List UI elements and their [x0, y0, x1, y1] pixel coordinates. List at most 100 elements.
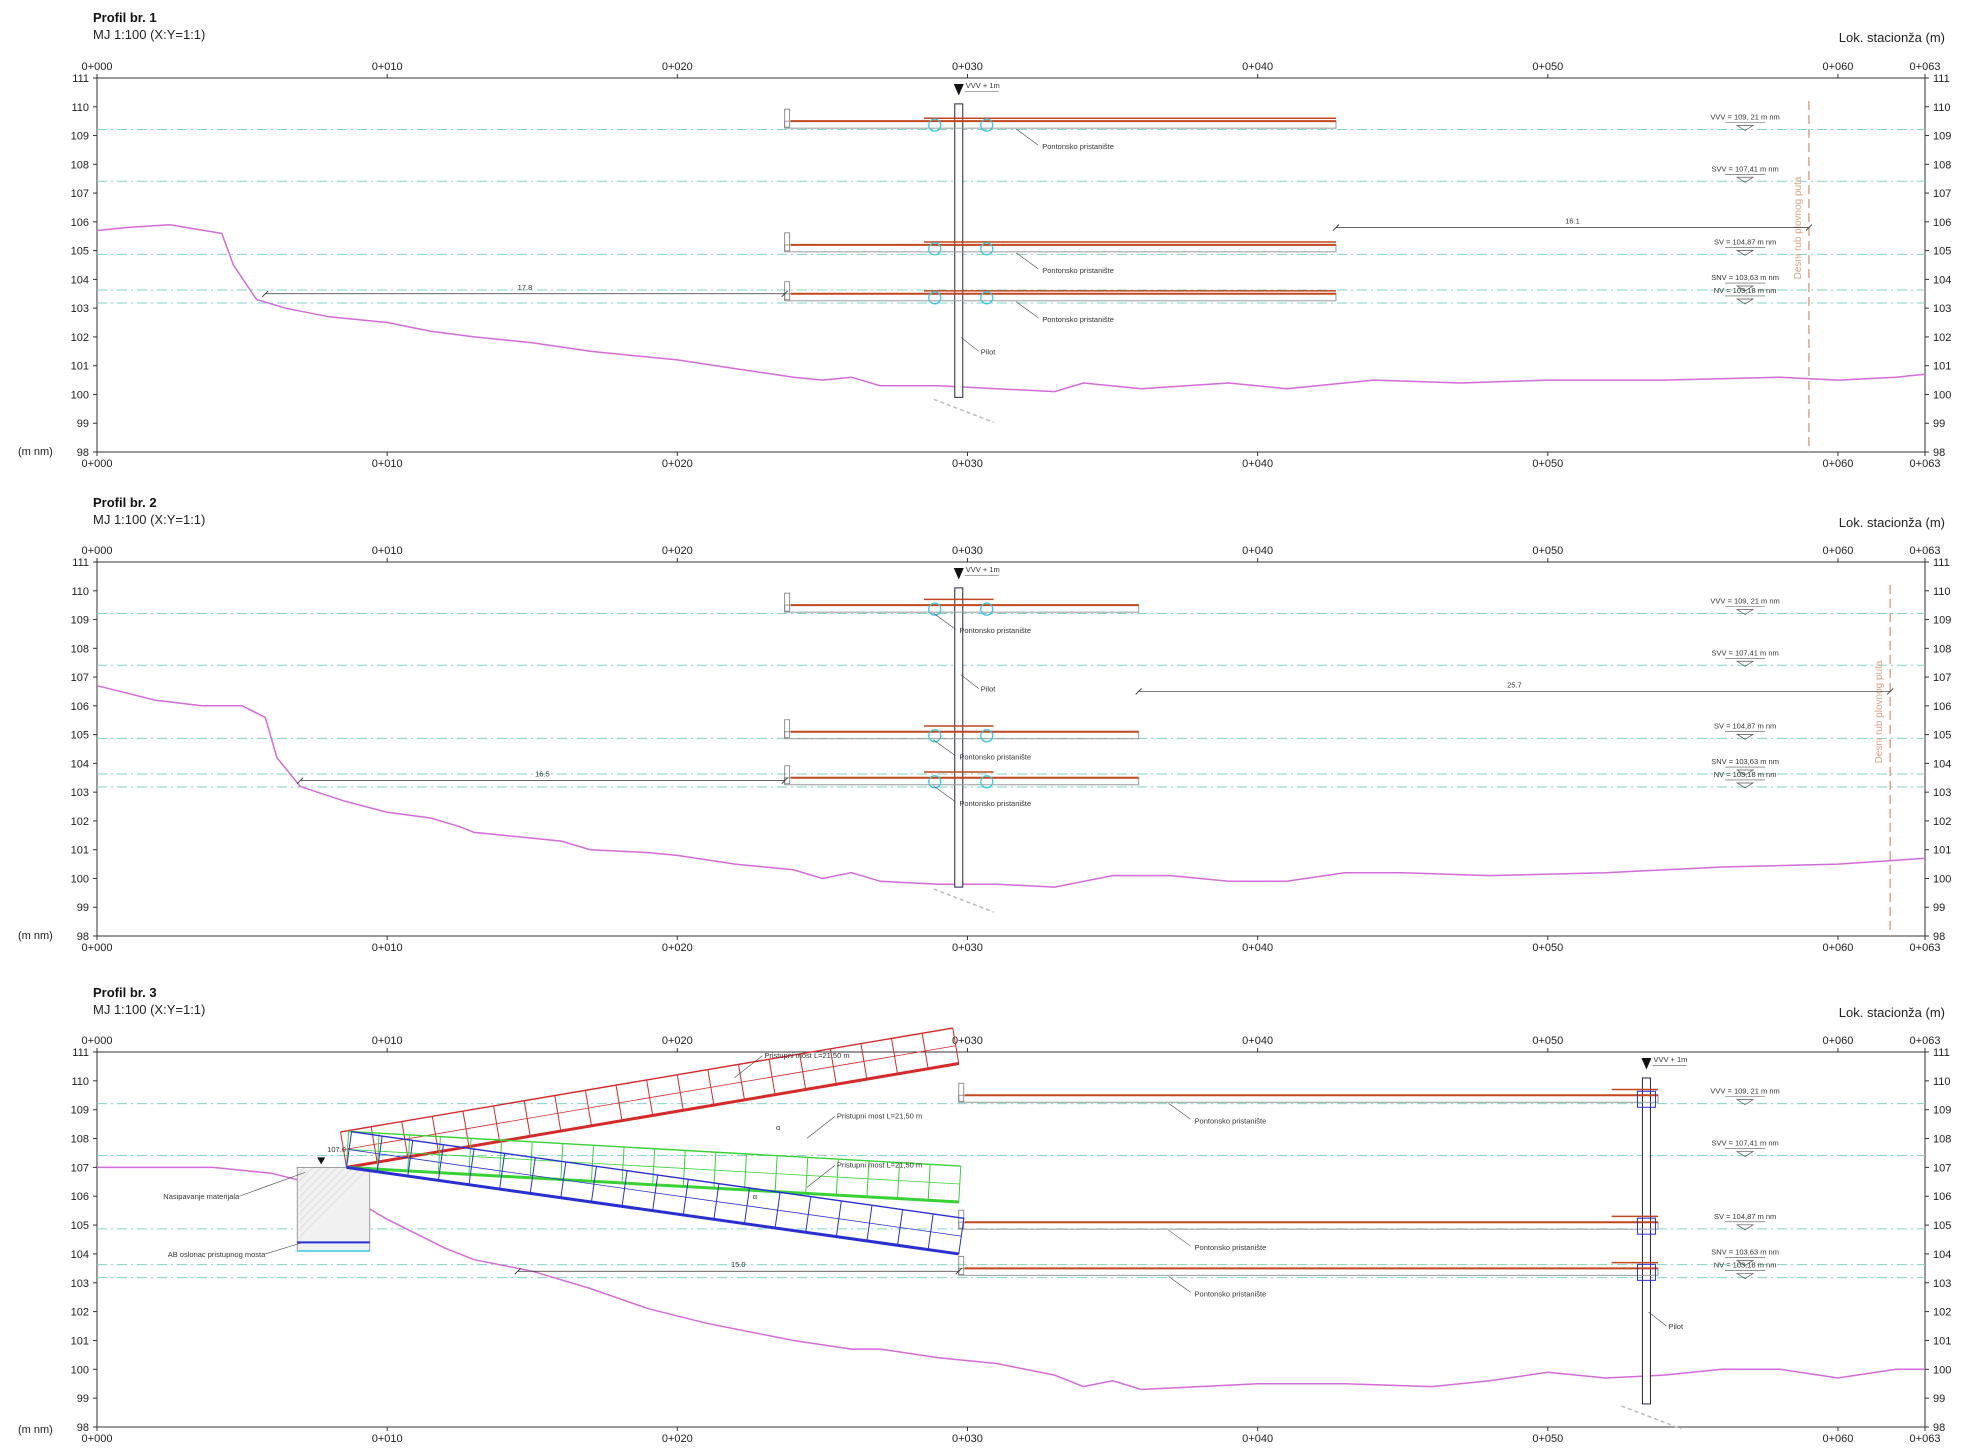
- y-tick-label-left: 99: [77, 418, 89, 430]
- bridge-post: [590, 1166, 597, 1203]
- x-tick-label-bottom: 0+030: [952, 458, 983, 470]
- pontoon-float: [980, 242, 994, 256]
- pile-guide: [1636, 1217, 1656, 1235]
- pontoon-float: [980, 291, 994, 305]
- pile-guide: [1636, 1263, 1656, 1281]
- dimension-tick: [1135, 688, 1142, 695]
- y-tick-label-right: 99: [1933, 902, 1945, 914]
- abutment-level-label: 107.0: [327, 1145, 346, 1154]
- y-tick-label-right: 101: [1933, 845, 1951, 857]
- terrain-line: [96, 684, 1926, 888]
- abutment-hatch: [297, 1167, 338, 1208]
- pontoon-label: Pontonsko pristanište: [1195, 1116, 1267, 1125]
- access-bridge: Pristupni most L=21,50 m: [346, 1130, 962, 1204]
- support-label: AB oslonac pristupnog mosta: [168, 1250, 266, 1259]
- pontoon-leader: [1168, 1276, 1191, 1293]
- y-tick-label-right: 111: [1933, 73, 1950, 85]
- x-tick-label-top: 0+060: [1822, 61, 1853, 73]
- bridge-post: [743, 1153, 748, 1190]
- y-tick-label-left: 98: [77, 447, 89, 459]
- y-tick-label-left: 106: [71, 701, 89, 713]
- water-level-triangle-marker: [1735, 782, 1755, 789]
- x-tick-label-top: 0+050: [1532, 545, 1563, 557]
- water-level-triangle-marker: [1735, 1099, 1755, 1106]
- dimension-tick: [1805, 224, 1813, 231]
- y-tick-label-left: 104: [71, 758, 89, 770]
- abutment-block: [296, 1166, 371, 1252]
- y-tick-label-right: 102: [1933, 816, 1951, 828]
- bridge-post: [652, 1174, 659, 1211]
- dimension-label: 15.0: [731, 1260, 746, 1269]
- x-tick-label-top: 0+040: [1242, 545, 1273, 557]
- bridge-post: [835, 1200, 842, 1237]
- bridge-label: Pristupni most L=21,50 m: [764, 1051, 849, 1060]
- water-level-label: VVV = 109, 21 m nm: [1710, 1087, 1779, 1096]
- profile-2-elev-unit: (m nm): [18, 930, 53, 942]
- pontoon-body: [784, 120, 1337, 129]
- x-tick-label-bottom: 0+060: [1822, 458, 1853, 470]
- pontoon-end-post: [784, 232, 791, 252]
- y-tick-label-left: 103: [71, 1278, 89, 1290]
- pontoon-float: [928, 118, 942, 132]
- pile-top-marker: [953, 568, 964, 580]
- bridge-post: [891, 1038, 899, 1075]
- pile-label: Pilot: [1668, 1322, 1684, 1331]
- terrain-line: [96, 223, 1926, 393]
- x-tick-label-bottom: 0+040: [1242, 458, 1273, 470]
- x-tick-label-top: 0+010: [372, 1035, 403, 1047]
- y-tick-label-left: 105: [71, 730, 89, 742]
- pontoon-label: Pontonsko pristanište: [1042, 315, 1114, 324]
- x-tick-label-bottom: 0+000: [82, 458, 113, 470]
- bridge-post: [523, 1100, 531, 1137]
- water-level-triangle-marker: [1735, 250, 1755, 256]
- bridge-post: [952, 1027, 960, 1064]
- y-tick-label-right: 106: [1933, 701, 1951, 713]
- pile-leader: [1648, 1311, 1667, 1327]
- pontoon-leader: [1168, 1103, 1191, 1120]
- water-level-label: SNV = 103,63 m nm: [1711, 1248, 1779, 1257]
- bridge-deck: [346, 1165, 959, 1204]
- y-tick-label-right: 110: [1933, 586, 1951, 598]
- y-tick-label-left: 99: [77, 1393, 89, 1405]
- pontoon-leader: [933, 612, 956, 630]
- x-tick-label-top: 0+000: [82, 1035, 113, 1047]
- bridge-post: [431, 1116, 439, 1152]
- water-level-label: NV = 103,18 m nm: [1714, 286, 1777, 295]
- profile-3-station-label: Lok. stacionža (m): [1839, 1005, 1945, 1020]
- fairway-edge-label: Desni rub plovnog puta: [1874, 660, 1885, 763]
- profile-1-ticks: 98 98 99 99 100 100 101 101 102 102 103 103 104 104 10…: [71, 61, 1952, 470]
- x-tick-label-bottom: 0+030: [952, 942, 983, 954]
- pontoon-body: [958, 1267, 1659, 1276]
- pontoon-float: [928, 291, 942, 305]
- pontoon-label: Pontonsko pristanište: [1195, 1243, 1267, 1252]
- pontoon-float: [928, 775, 942, 789]
- dimension-tick: [296, 777, 304, 784]
- bridge-post: [682, 1150, 686, 1187]
- abutment-hatch: [297, 1167, 314, 1184]
- bridge-post: [676, 1074, 684, 1111]
- y-tick-label-right: 107: [1933, 672, 1951, 684]
- pontoon-label: Pontonsko pristanište: [959, 799, 1031, 808]
- y-tick-label-left: 100: [71, 1364, 89, 1376]
- pile-top-marker: [1641, 1058, 1652, 1070]
- x-tick-label-bottom: 0+010: [372, 942, 403, 954]
- y-tick-label-left: 109: [71, 615, 89, 627]
- water-level-label: SV = 104,87 m nm: [1714, 237, 1776, 246]
- x-tick-label-bottom: 0+010: [372, 1433, 403, 1445]
- y-tick-label-right: 101: [1933, 361, 1951, 373]
- pile-hatch: [933, 398, 995, 424]
- y-tick-label-left: 103: [71, 787, 89, 799]
- x-tick-label-top: 0+010: [372, 61, 403, 73]
- pontoon-label: Pontonsko pristanište: [959, 626, 1031, 635]
- y-tick-label-right: 98: [1933, 447, 1945, 459]
- pontoon-body: [784, 244, 1337, 253]
- dimension-label: 16.5: [535, 770, 550, 779]
- x-tick-label-bottom: 0+030: [952, 1433, 983, 1445]
- y-tick-label-right: 107: [1933, 1162, 1951, 1174]
- profile-3: Profil br. 3 MJ 1:100 (X:Y=1:1) Lok. sta…: [18, 985, 1951, 1445]
- x-tick-label-bottom: 0+060: [1822, 942, 1853, 954]
- bridge-leader: [806, 1165, 836, 1188]
- pontoon-float: [980, 729, 994, 743]
- y-tick-label-right: 104: [1933, 274, 1951, 286]
- pile-tag: VVV + 1m: [1653, 1055, 1687, 1064]
